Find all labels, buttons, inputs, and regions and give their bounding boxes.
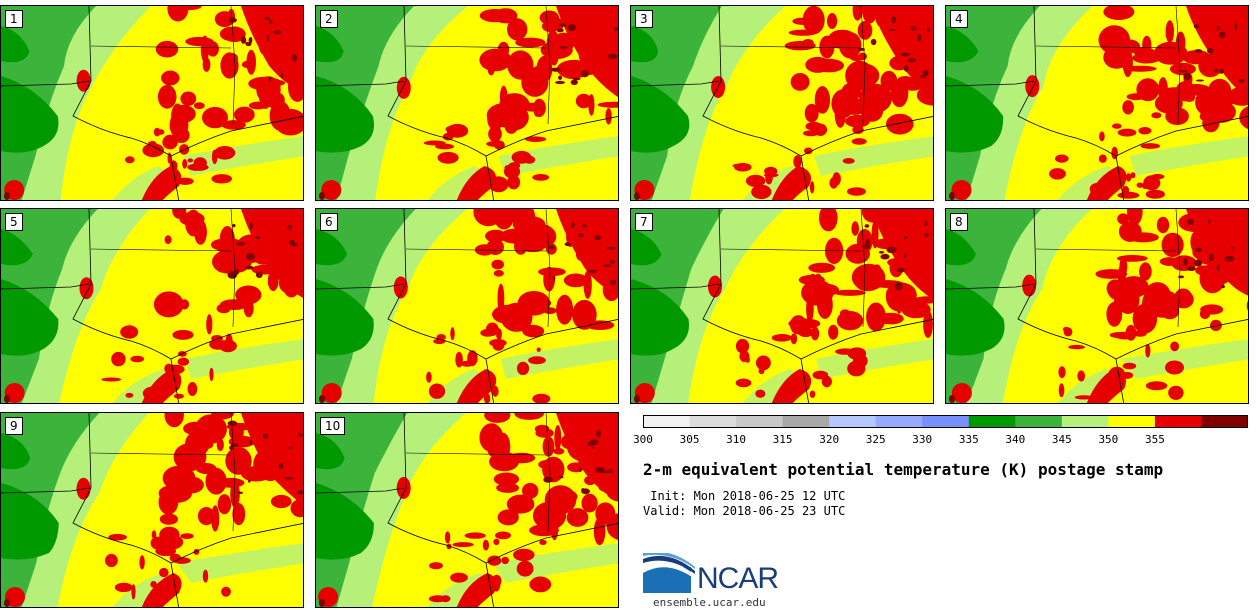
- theta-e-map: [316, 6, 618, 200]
- member-number-label: 2: [320, 10, 338, 28]
- theta-e-map: [1, 6, 303, 200]
- postage-stamp-panel: 10: [315, 412, 619, 608]
- theta-e-map: [631, 6, 933, 200]
- postage-stamp-panel: 4: [945, 5, 1249, 201]
- member-number-label: 5: [5, 213, 23, 231]
- theta-e-map: [316, 413, 618, 607]
- member-number-label: 10: [320, 417, 346, 435]
- colorbar-segment: [1108, 415, 1156, 428]
- member-number-label: 3: [635, 10, 653, 28]
- colorbar-tick-label: 355: [1144, 433, 1165, 446]
- colorbar-tick-label: 300: [633, 433, 653, 446]
- colorbar-tick-label: 350: [1098, 433, 1119, 446]
- colorbar-segment: [1015, 415, 1063, 428]
- postage-stamp-panel: 3: [630, 5, 934, 201]
- colorbar-segment: [1061, 415, 1109, 428]
- colorbar-segment: [1201, 415, 1248, 428]
- postage-stamp-panel: 8: [945, 208, 1249, 404]
- colorbar-tick-label: 315: [772, 433, 793, 446]
- logo-url: ensemble.ucar.edu: [653, 596, 766, 609]
- theta-e-map: [1, 413, 303, 607]
- colorbar-tick-label: 335: [958, 433, 979, 446]
- theta-e-map: [946, 6, 1248, 200]
- postage-stamp-panel: 9: [0, 412, 304, 608]
- chart-title: 2-m equivalent potential temperature (K)…: [643, 460, 1164, 479]
- colorbar-segment: [643, 415, 691, 428]
- colorbar-segment: [922, 415, 970, 428]
- theta-e-map: [946, 209, 1248, 403]
- colorbar-segment: [782, 415, 830, 428]
- colorbar-segment: [968, 415, 1016, 428]
- ncar-logo-text: NCAR: [697, 562, 779, 595]
- colorbar-tick-label: 330: [912, 433, 933, 446]
- postage-stamp-panel: 5: [0, 208, 304, 404]
- colorbar-segment: [829, 415, 877, 428]
- colorbar-tick-label: 325: [865, 433, 886, 446]
- member-number-label: 6: [320, 213, 338, 231]
- colorbar-segment: [736, 415, 784, 428]
- colorbar: [643, 415, 1248, 428]
- member-number-label: 4: [950, 10, 968, 28]
- theta-e-map: [316, 209, 618, 403]
- colorbar-segment: [1154, 415, 1202, 428]
- colorbar-segment: [689, 415, 737, 428]
- colorbar-tick-label: 345: [1051, 433, 1072, 446]
- theta-e-map: [631, 209, 933, 403]
- postage-stamp-panel: 1: [0, 5, 304, 201]
- colorbar-tick-label: 305: [679, 433, 700, 446]
- colorbar-tick-label: 320: [819, 433, 840, 446]
- member-number-label: 1: [5, 10, 23, 28]
- member-number-label: 8: [950, 213, 968, 231]
- colorbar-segment: [875, 415, 923, 428]
- ncar-logo-icon: [643, 553, 695, 593]
- colorbar-tick-label: 310: [726, 433, 746, 446]
- postage-stamp-panel: 2: [315, 5, 619, 201]
- init-time: Init: Mon 2018-06-25 12 UTC: [643, 489, 846, 503]
- valid-time: Valid: Mon 2018-06-25 23 UTC: [643, 504, 846, 518]
- theta-e-map: [1, 209, 303, 403]
- postage-stamp-panel: 7: [630, 208, 934, 404]
- postage-stamp-panel: 6: [315, 208, 619, 404]
- member-number-label: 7: [635, 213, 653, 231]
- member-number-label: 9: [5, 417, 23, 435]
- colorbar-tick-label: 340: [1005, 433, 1026, 446]
